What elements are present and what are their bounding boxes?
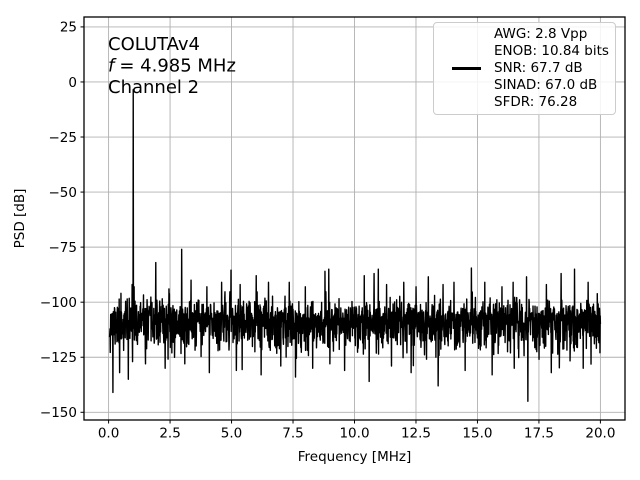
x-tick-label: 20.0	[585, 426, 615, 442]
axis-ticks: 0.0 2.5 5.0 7.5 10.0 12.5 15.0 17.5 20.0 25 0 −25 −5…	[40, 20, 616, 442]
x-tick-label: 0.0	[98, 426, 119, 442]
annotation-freq-value: = 4.985 MHz	[119, 56, 236, 77]
x-tick-label: 12.5	[401, 426, 431, 442]
annotation-freq-symbol: f	[108, 56, 117, 77]
legend-row-sfdr: SFDR: 76.28	[440, 94, 609, 111]
x-tick-label: 7.5	[282, 426, 303, 442]
y-tick-label: −125	[40, 350, 77, 366]
annotation-device: COLUTAv4	[108, 34, 200, 55]
y-tick-label: −150	[40, 405, 77, 421]
legend-row-awg: AWG: 2.8 Vpp	[440, 26, 609, 43]
legend-row-snr: SNR: 67.7 dB	[440, 60, 609, 77]
x-tick-label: 5.0	[221, 426, 242, 442]
legend-row-enob: ENOB: 10.84 bits	[440, 43, 609, 60]
x-tick-label: 15.0	[462, 426, 492, 442]
legend-label-snr: SNR: 67.7 dB	[494, 60, 583, 76]
y-tick-label: 0	[68, 75, 77, 91]
legend-row-sinad: SINAD: 67.0 dB	[440, 77, 609, 94]
x-tick-label: 10.0	[339, 426, 369, 442]
annotation-channel: Channel 2	[108, 77, 199, 98]
legend-label-enob: ENOB: 10.84 bits	[494, 43, 609, 59]
x-tick-label: 17.5	[524, 426, 554, 442]
legend-label-sfdr: SFDR: 76.28	[494, 94, 578, 110]
y-tick-label: 25	[60, 20, 77, 36]
legend-handle-slot	[440, 67, 494, 70]
x-axis-label: Frequency [MHz]	[298, 449, 411, 465]
y-axis-label: PSD [dB]	[12, 189, 28, 249]
legend-line-sample	[452, 67, 481, 70]
y-tick-label: −50	[49, 185, 78, 201]
psd-trace	[108, 88, 602, 402]
annotation-frequency: f = 4.985 MHz	[108, 56, 236, 77]
legend-label-sinad: SINAD: 67.0 dB	[494, 77, 598, 93]
y-tick-label: −75	[49, 240, 78, 256]
grid-lines	[84, 17, 625, 420]
x-tick-label: 2.5	[159, 426, 180, 442]
y-tick-label: −25	[49, 130, 78, 146]
y-tick-label: −100	[40, 295, 77, 311]
legend: AWG: 2.8 Vpp ENOB: 10.84 bits SNR: 67.7 …	[433, 22, 616, 115]
legend-label-awg: AWG: 2.8 Vpp	[494, 26, 588, 42]
